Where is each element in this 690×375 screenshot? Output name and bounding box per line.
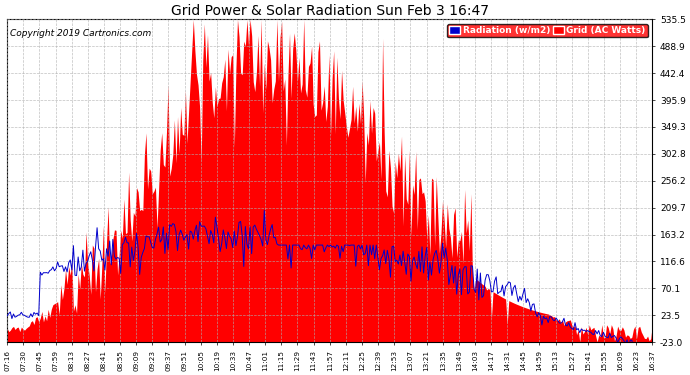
- Title: Grid Power & Solar Radiation Sun Feb 3 16:47: Grid Power & Solar Radiation Sun Feb 3 1…: [170, 4, 489, 18]
- Legend: Radiation (w/m2), Grid (AC Watts): Radiation (w/m2), Grid (AC Watts): [447, 24, 648, 38]
- Text: Copyright 2019 Cartronics.com: Copyright 2019 Cartronics.com: [10, 29, 152, 38]
